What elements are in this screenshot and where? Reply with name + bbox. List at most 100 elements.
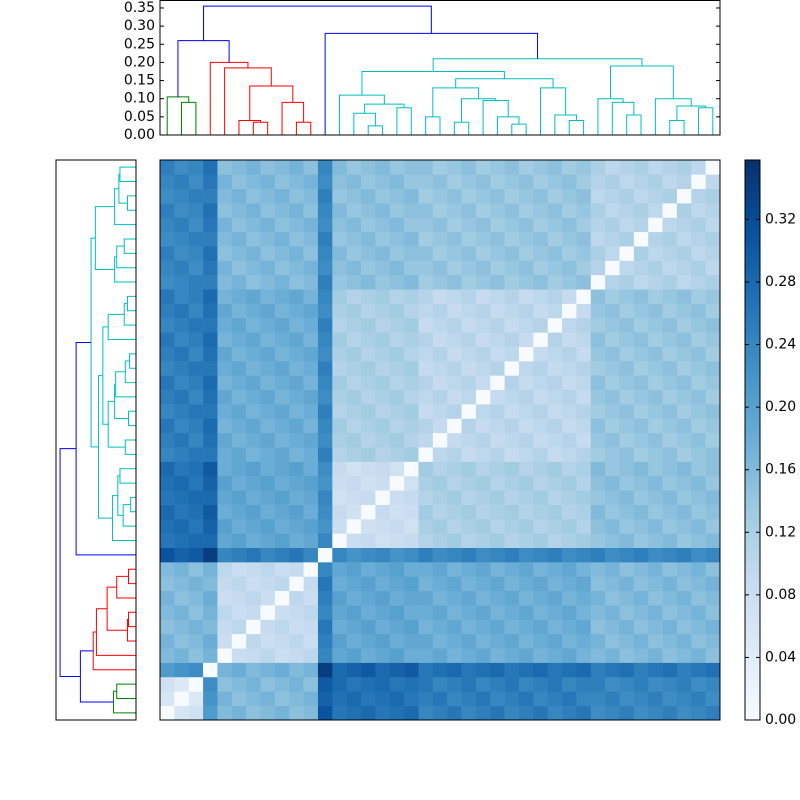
heatmap-cell [461,289,477,304]
heatmap-cell [260,676,276,692]
heatmap-cell [648,705,663,721]
heatmap-cell [705,260,721,276]
heatmap-cell [461,174,477,190]
heatmap-cell [705,332,721,347]
heatmap-cell [562,619,577,635]
heatmap-cell [418,576,434,592]
top-dendrogram-link [610,65,674,99]
heatmap-cell [432,217,448,233]
heatmap-cell [231,246,247,261]
top-dendrogram-link [166,96,190,135]
heatmap-cell [231,475,247,491]
heatmap-cell [676,590,692,606]
heatmap-cell [490,404,505,419]
heatmap-cell [404,217,419,233]
heatmap-cell [203,203,218,218]
left-dendrogram-link [123,303,136,326]
heatmap-cell [231,504,247,520]
heatmap-cell [188,317,204,333]
heatmap-cell [619,332,635,347]
heatmap-cell [246,361,261,376]
heatmap-cell [361,633,376,649]
heatmap-cell [461,317,477,333]
heatmap-cell [518,246,534,261]
heatmap-cell [562,576,577,592]
heatmap-cell [317,332,333,347]
heatmap-cell [246,332,261,347]
heatmap-cell [648,160,663,175]
heatmap-cell [662,461,678,477]
left-dendrogram-link [124,439,136,455]
heatmap-cell [562,705,577,721]
heatmap-cell [461,547,477,563]
heatmap-cell [662,389,678,405]
heatmap-cell [490,317,505,333]
heatmap-cell [188,562,204,577]
heatmap-cell [447,346,462,362]
colorbar-tick-label: 0.04 [765,649,796,665]
heatmap-cell [289,289,304,304]
heatmap-cell [231,418,247,434]
heatmap-cell [576,518,592,534]
heatmap-cell [274,375,290,391]
heatmap-cell [231,289,247,304]
heatmap-cell [375,274,391,290]
heatmap-cell [547,619,563,635]
heatmap-cell [648,590,663,606]
heatmap-cell [303,562,319,577]
heatmap-cell [475,590,491,606]
heatmap-cell [447,174,462,190]
heatmap-cell [361,361,376,376]
top-dendrogram-link [238,119,262,135]
heatmap-cell [174,576,190,592]
heatmap-cell [231,576,247,592]
heatmap-cell [217,246,233,261]
heatmap-cell [389,691,405,706]
heatmap-cell [404,490,419,505]
heatmap-cell [303,576,319,592]
heatmap-cell [289,389,304,405]
heatmap-cell [691,246,706,261]
left-dendrogram-link [122,504,136,527]
heatmap-cell [274,562,290,577]
heatmap-cell [504,533,520,548]
heatmap-cell [691,332,706,347]
heatmap-cell [432,317,448,333]
heatmap-cell [619,317,635,333]
heatmap-cell [418,590,434,606]
heatmap-cell [547,274,563,290]
heatmap-cell [562,289,577,304]
heatmap-cell [188,432,204,448]
heatmap-cell [562,160,577,175]
heatmap-cell [533,375,548,391]
heatmap-cell [332,633,347,649]
heatmap-cell [188,188,204,204]
heatmap-cell [432,518,448,534]
heatmap-cell [633,590,649,606]
heatmap-cell [705,303,721,319]
left-dendrogram-link [102,326,109,425]
heatmap-cell [217,160,233,175]
heatmap-cell [246,274,261,290]
heatmap-cell [648,203,663,218]
heatmap-cell [274,648,290,663]
top-dendrogram-link [496,116,520,135]
heatmap-cell [174,289,190,304]
heatmap-cell [404,174,419,190]
heatmap-cell [547,633,563,649]
heatmap-cell [576,260,592,276]
heatmap-cell [260,691,276,706]
heatmap-cell [432,490,448,505]
heatmap-cell [404,590,419,606]
heatmap-cell [260,317,276,333]
heatmap-cell [317,303,333,319]
top-dendrogram-link [295,121,312,135]
heatmap-cell [461,389,477,405]
heatmap-cell [648,404,663,419]
heatmap-cell [533,160,548,175]
heatmap-cell [662,160,678,175]
heatmap-cell [432,361,448,376]
heatmap-cell [619,160,635,175]
heatmap-cell [174,317,190,333]
top-dendrogram-link [364,103,405,114]
